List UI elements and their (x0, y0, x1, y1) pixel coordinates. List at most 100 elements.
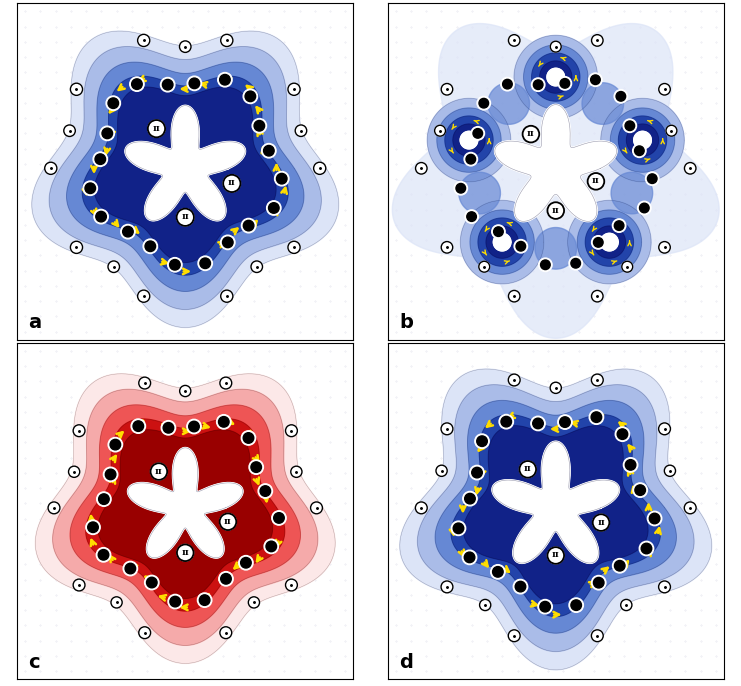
Circle shape (268, 202, 279, 213)
Circle shape (216, 414, 231, 429)
Polygon shape (577, 210, 642, 274)
Circle shape (251, 261, 262, 272)
Circle shape (130, 77, 144, 91)
Circle shape (179, 41, 191, 52)
Circle shape (249, 460, 263, 474)
Circle shape (548, 547, 564, 564)
Circle shape (242, 431, 256, 445)
Circle shape (254, 121, 265, 131)
Circle shape (251, 462, 262, 473)
Circle shape (685, 163, 696, 174)
Circle shape (145, 241, 156, 252)
Circle shape (138, 34, 150, 47)
Circle shape (199, 595, 210, 606)
Circle shape (108, 438, 122, 452)
Circle shape (416, 502, 428, 514)
Circle shape (541, 260, 550, 270)
Circle shape (569, 598, 583, 613)
Polygon shape (86, 419, 285, 611)
Circle shape (591, 576, 606, 590)
Circle shape (617, 429, 628, 440)
Circle shape (623, 458, 638, 472)
Circle shape (110, 439, 121, 450)
Polygon shape (547, 69, 565, 86)
Polygon shape (492, 442, 619, 563)
Circle shape (451, 521, 465, 536)
Circle shape (264, 539, 279, 554)
Circle shape (221, 34, 233, 47)
Circle shape (285, 579, 297, 591)
Circle shape (639, 203, 649, 213)
Polygon shape (539, 61, 572, 93)
Circle shape (591, 75, 600, 84)
Circle shape (659, 581, 671, 593)
Circle shape (167, 257, 182, 272)
Circle shape (266, 541, 276, 552)
Circle shape (87, 522, 99, 532)
Circle shape (591, 630, 603, 641)
Circle shape (591, 412, 602, 423)
Circle shape (99, 549, 109, 560)
Circle shape (569, 257, 582, 270)
Polygon shape (435, 401, 677, 633)
Circle shape (649, 513, 660, 524)
Circle shape (479, 261, 490, 272)
Polygon shape (445, 116, 493, 164)
Circle shape (641, 543, 652, 554)
Circle shape (591, 236, 605, 249)
Circle shape (472, 467, 482, 478)
Circle shape (623, 119, 637, 132)
Polygon shape (125, 106, 245, 220)
Circle shape (463, 491, 477, 506)
Circle shape (252, 119, 267, 133)
Circle shape (242, 218, 256, 233)
Circle shape (170, 596, 181, 607)
Circle shape (441, 423, 453, 435)
Circle shape (514, 580, 528, 594)
Circle shape (248, 597, 259, 608)
Text: II: II (527, 130, 535, 138)
Circle shape (533, 418, 543, 429)
Polygon shape (514, 36, 597, 119)
Circle shape (243, 220, 254, 231)
Circle shape (594, 578, 604, 588)
Polygon shape (67, 62, 304, 292)
Polygon shape (464, 426, 648, 604)
Circle shape (139, 377, 150, 389)
Circle shape (267, 201, 281, 215)
Polygon shape (478, 218, 526, 266)
Polygon shape (594, 226, 625, 258)
Circle shape (264, 145, 274, 156)
Circle shape (634, 146, 644, 156)
Circle shape (508, 630, 520, 641)
Circle shape (416, 163, 427, 174)
Circle shape (133, 421, 144, 431)
Circle shape (73, 425, 85, 437)
Circle shape (594, 237, 603, 247)
Polygon shape (627, 124, 659, 156)
Circle shape (633, 483, 648, 497)
Circle shape (502, 80, 512, 89)
Circle shape (131, 419, 145, 434)
Polygon shape (82, 76, 288, 275)
Polygon shape (524, 45, 588, 109)
Circle shape (453, 523, 464, 534)
Polygon shape (532, 53, 579, 101)
Circle shape (68, 466, 80, 477)
Circle shape (200, 258, 210, 268)
Circle shape (163, 423, 173, 433)
Text: b: b (399, 314, 413, 332)
Polygon shape (400, 369, 711, 670)
Circle shape (465, 210, 479, 224)
Circle shape (83, 181, 98, 196)
Circle shape (456, 183, 465, 193)
Circle shape (614, 90, 628, 103)
Circle shape (102, 128, 113, 139)
Circle shape (162, 80, 173, 90)
Circle shape (666, 126, 677, 136)
Polygon shape (36, 374, 335, 663)
Circle shape (613, 558, 627, 573)
Circle shape (558, 77, 571, 90)
Circle shape (550, 382, 562, 394)
Polygon shape (53, 390, 318, 646)
